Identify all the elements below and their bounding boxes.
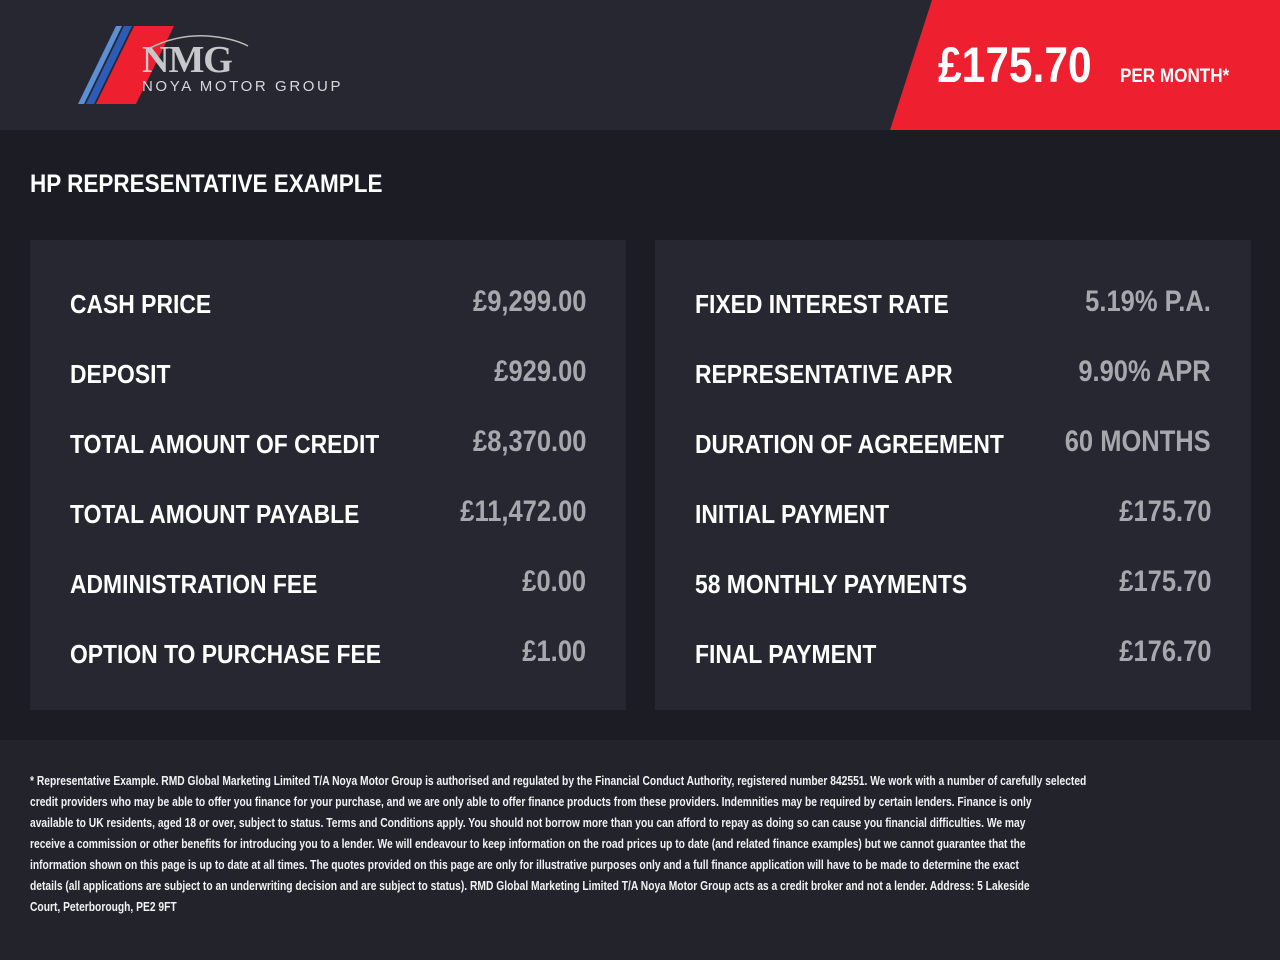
row-label: DURATION OF AGREEMENT: [695, 429, 1004, 459]
nmg-logo: NMG NOYA MOTOR GROUP: [78, 24, 368, 109]
row-label: REPRESENTATIVE APR: [695, 359, 953, 389]
disclaimer-line: Court, Peterborough, PE2 9FT: [30, 899, 177, 914]
disclaimer-line: details (all applications are subject to…: [30, 878, 1030, 893]
row-value: £8,370.00: [472, 425, 586, 458]
section-title: HP REPRESENTATIVE EXAMPLE: [30, 170, 383, 198]
row-value: 9.90% APR: [1078, 355, 1211, 388]
row-value: £1.00: [522, 635, 586, 668]
row-label: INITIAL PAYMENT: [695, 499, 890, 529]
row-value: £0.00: [522, 565, 586, 598]
disclaimer-line: information shown on this page is up to …: [30, 857, 1019, 872]
header: NMG NOYA MOTOR GROUP £175.70 PER MONTH*: [0, 0, 1280, 130]
finance-panel-right: FIXED INTEREST RATE 5.19% P.A. REPRESENTA…: [655, 240, 1251, 710]
disclaimer-line: receive a commission or other benefits f…: [30, 836, 1026, 851]
car-silhouette-icon: [149, 35, 249, 49]
row-label: DEPOSIT: [70, 359, 171, 389]
row-value: £175.70: [1118, 565, 1211, 598]
disclaimer-line: credit providers who may be able to offe…: [30, 794, 1032, 809]
disclaimer: * Representative Example. RMD Global Mar…: [0, 740, 1280, 960]
row-value: 60 MONTHS: [1065, 425, 1211, 458]
logo-text: NMG: [142, 39, 233, 81]
finance-row: DEPOSIT £929.00: [30, 345, 626, 415]
monthly-price-banner: £175.70 PER MONTH*: [890, 0, 1280, 130]
row-label: TOTAL AMOUNT PAYABLE: [70, 499, 360, 529]
finance-panel-left: CASH PRICE £9,299.00 DEPOSIT £929.00 TOTAL…: [30, 240, 626, 710]
finance-row: REPRESENTATIVE APR 9.90% APR: [655, 345, 1251, 415]
finance-row: ADMINISTRATION FEE £0.00: [30, 555, 626, 625]
finance-row: OPTION TO PURCHASE FEE £1.00: [30, 625, 626, 695]
row-label: TOTAL AMOUNT OF CREDIT: [70, 429, 380, 459]
row-value: £11,472.00: [459, 495, 586, 528]
finance-row: FINAL PAYMENT £176.70: [655, 625, 1251, 695]
row-value: £176.70: [1118, 635, 1211, 668]
logo-subtitle: NOYA MOTOR GROUP: [142, 78, 344, 95]
row-label: FINAL PAYMENT: [695, 639, 877, 669]
row-value: £9,299.00: [472, 285, 586, 318]
row-label: ADMINISTRATION FEE: [70, 569, 318, 599]
row-value: £929.00: [493, 355, 586, 388]
finance-row: TOTAL AMOUNT PAYABLE £11,472.00: [30, 485, 626, 555]
finance-row: INITIAL PAYMENT £175.70: [655, 485, 1251, 555]
disclaimer-line: * Representative Example. RMD Global Mar…: [30, 773, 1087, 788]
row-label: CASH PRICE: [70, 289, 212, 319]
finance-row: FIXED INTEREST RATE 5.19% P.A.: [655, 275, 1251, 345]
finance-row: DURATION OF AGREEMENT 60 MONTHS: [655, 415, 1251, 485]
row-label: OPTION TO PURCHASE FEE: [70, 639, 382, 669]
disclaimer-line: available to UK residents, aged 18 or ov…: [30, 815, 1026, 830]
row-label: FIXED INTEREST RATE: [695, 289, 949, 319]
row-value: 5.19% P.A.: [1085, 285, 1211, 318]
finance-row: TOTAL AMOUNT OF CREDIT £8,370.00: [30, 415, 626, 485]
finance-row: 58 MONTHLY PAYMENTS £175.70: [655, 555, 1251, 625]
finance-row: CASH PRICE £9,299.00: [30, 275, 626, 345]
row-label: 58 MONTHLY PAYMENTS: [695, 569, 968, 599]
row-value: £175.70: [1118, 495, 1211, 528]
per-month-label: PER MONTH*: [1120, 66, 1230, 87]
monthly-price: £175.70: [938, 37, 1092, 93]
